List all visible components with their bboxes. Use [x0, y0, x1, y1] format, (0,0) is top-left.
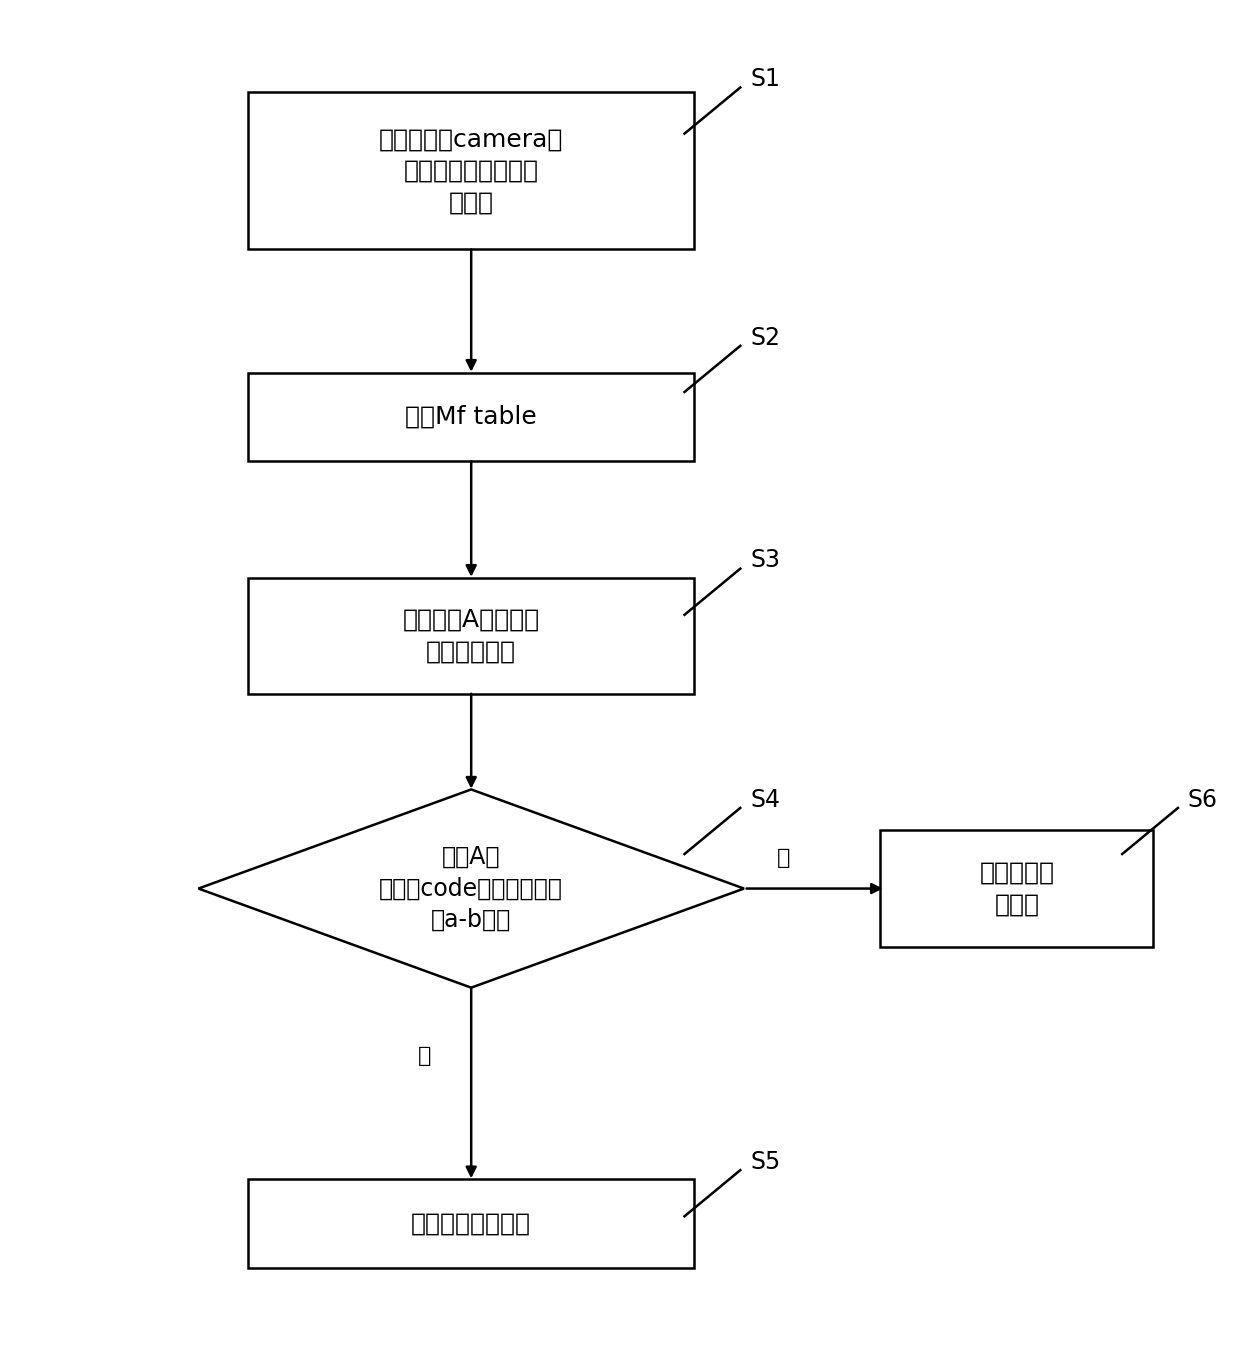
- Text: 获取Mf table: 获取Mf table: [405, 405, 537, 429]
- Text: S4: S4: [750, 787, 780, 812]
- Text: 是: 是: [418, 1046, 430, 1066]
- Text: S1: S1: [750, 67, 780, 92]
- Text: S2: S2: [750, 325, 780, 350]
- Text: 找不到对焦
清晰点: 找不到对焦 清晰点: [980, 861, 1054, 916]
- Text: 对准物体A调节转轴
进行手动对焦: 对准物体A调节转轴 进行手动对焦: [403, 608, 539, 663]
- Bar: [248, 372, 694, 462]
- Text: S6: S6: [1188, 787, 1218, 812]
- Bar: [248, 1178, 694, 1269]
- Text: S5: S5: [750, 1150, 780, 1174]
- Text: 判断A位
置所需code是否在固定死
在a-b之间: 判断A位 置所需code是否在固定死 在a-b之间: [379, 845, 563, 932]
- Bar: [880, 830, 1153, 946]
- Text: 否: 否: [777, 849, 790, 868]
- Bar: [248, 577, 694, 693]
- Text: 能找到对焦清晰点: 能找到对焦清晰点: [412, 1211, 531, 1236]
- Bar: [248, 93, 694, 249]
- Text: S3: S3: [750, 548, 780, 573]
- Text: 接收相机（camera）
启动指令，进入相机
的处理: 接收相机（camera） 启动指令，进入相机 的处理: [379, 127, 563, 215]
- Polygon shape: [198, 789, 744, 987]
